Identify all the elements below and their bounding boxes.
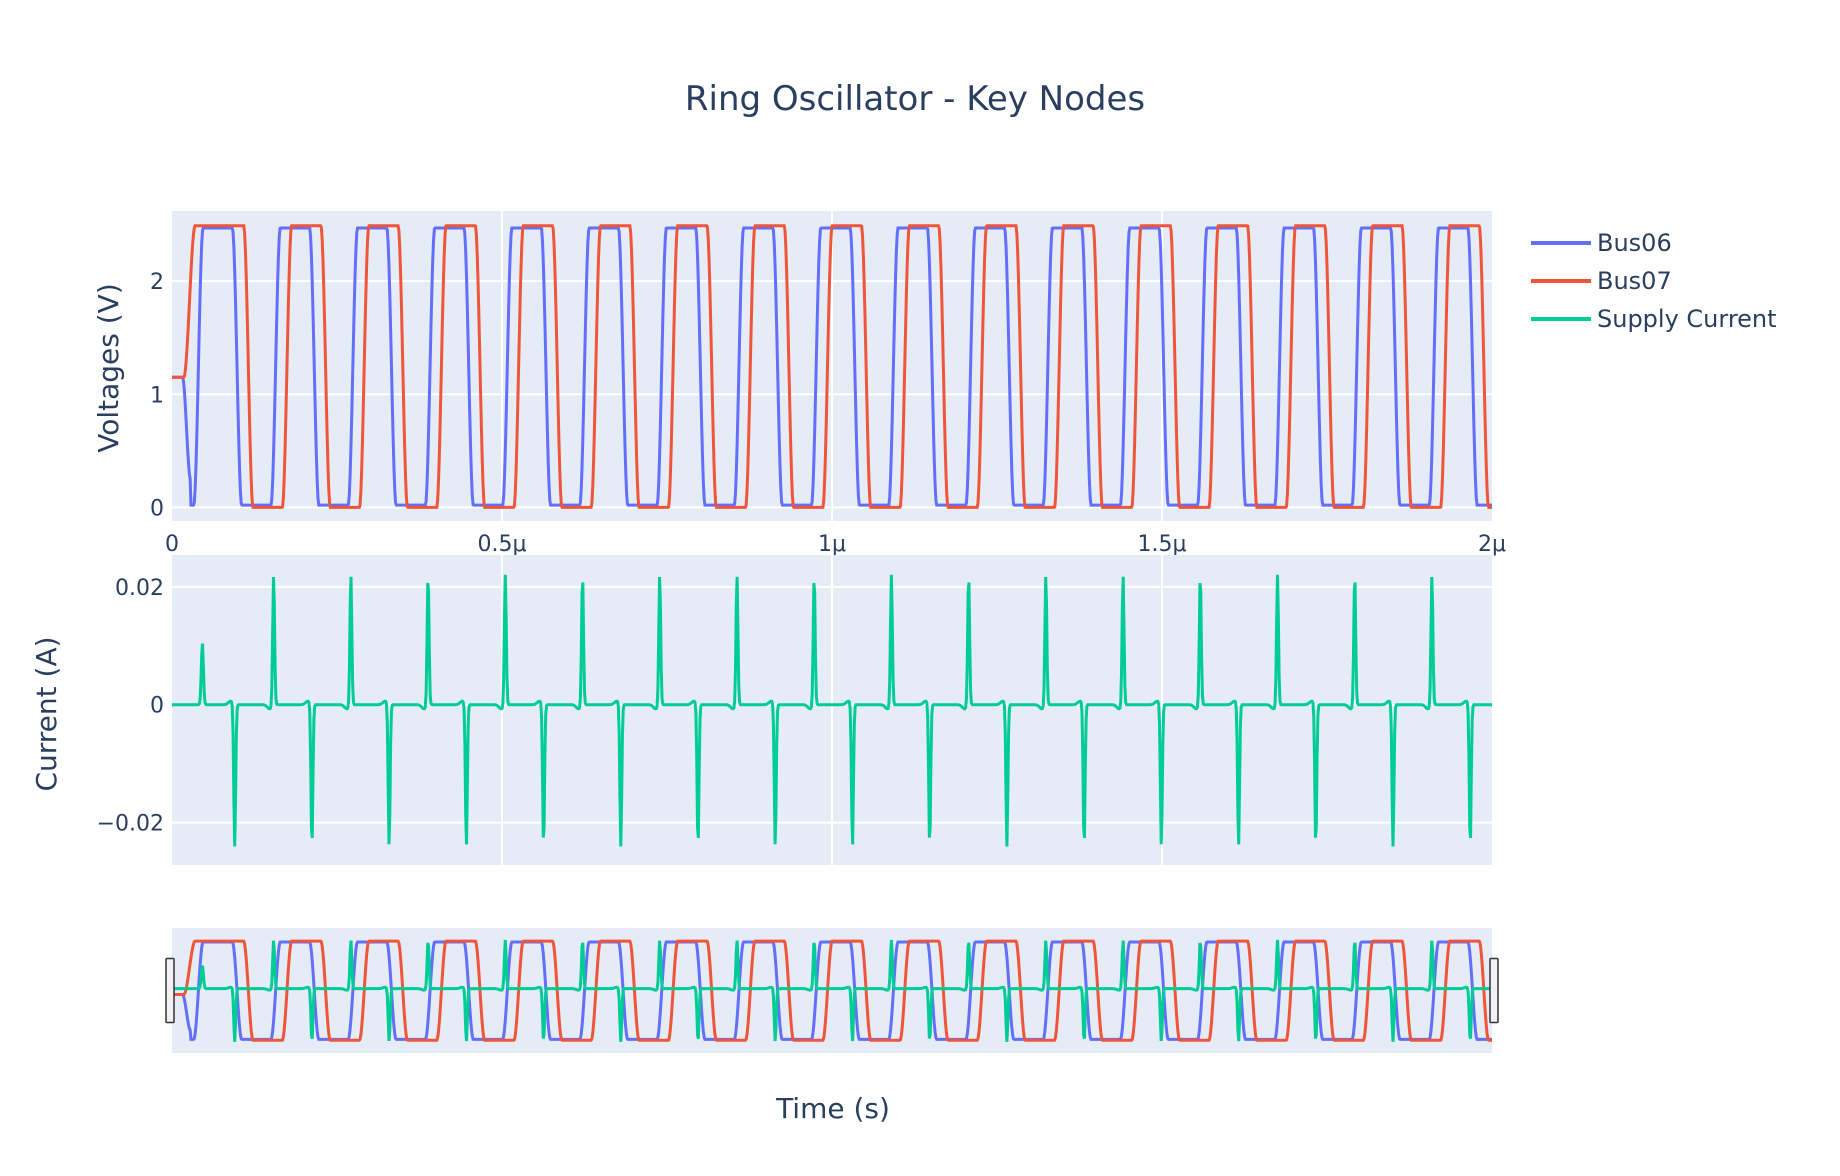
current-y-tick-label: 0.02 <box>115 576 164 601</box>
range-slider-right-handle[interactable] <box>1489 957 1499 1024</box>
voltages-panel[interactable]: 0 1 2 0 0.5μ 1μ 1.5μ 2μ <box>150 211 1506 557</box>
legend-item-bus07[interactable]: Bus07 <box>1531 267 1672 295</box>
current-y-tick-label: 0 <box>150 694 164 719</box>
x-axis-title: Time (s) <box>775 1092 890 1125</box>
current-y-axis-title: Current (A) <box>30 636 63 791</box>
legend-label: Supply Current <box>1597 305 1777 333</box>
legend[interactable]: Bus06 Bus07 Supply Current <box>1531 229 1777 333</box>
voltages-y-tick-label: 0 <box>150 496 164 521</box>
current-y-tick-label: −0.02 <box>97 812 164 837</box>
series-line-bus07[interactable] <box>172 224 1492 509</box>
x-tick-label: 1μ <box>818 532 846 557</box>
range-slider-left-handle[interactable] <box>165 957 175 1024</box>
legend-item-bus06[interactable]: Bus06 <box>1531 229 1672 257</box>
x-tick-label: 1.5μ <box>1138 532 1187 557</box>
range-slider-line-supply-current <box>172 939 1492 1042</box>
legend-label: Bus06 <box>1597 229 1672 257</box>
x-tick-label: 2μ <box>1478 532 1506 557</box>
voltages-y-tick-label: 1 <box>150 383 164 408</box>
voltages-y-axis-title: Voltages (V) <box>92 283 125 453</box>
legend-item-supply-current[interactable]: Supply Current <box>1531 305 1777 333</box>
x-tick-label: 0 <box>165 532 179 557</box>
legend-label: Bus07 <box>1597 267 1672 295</box>
chart-title: Ring Oscillator - Key Nodes <box>685 79 1145 119</box>
range-slider[interactable] <box>165 928 1499 1053</box>
range-slider-line-bus07 <box>172 939 1492 1042</box>
series-line-supply-current[interactable] <box>172 574 1492 847</box>
x-tick-label: 0.5μ <box>478 532 527 557</box>
voltages-y-tick-label: 2 <box>150 270 164 295</box>
current-panel[interactable]: −0.02 0 0.02 <box>97 555 1492 865</box>
